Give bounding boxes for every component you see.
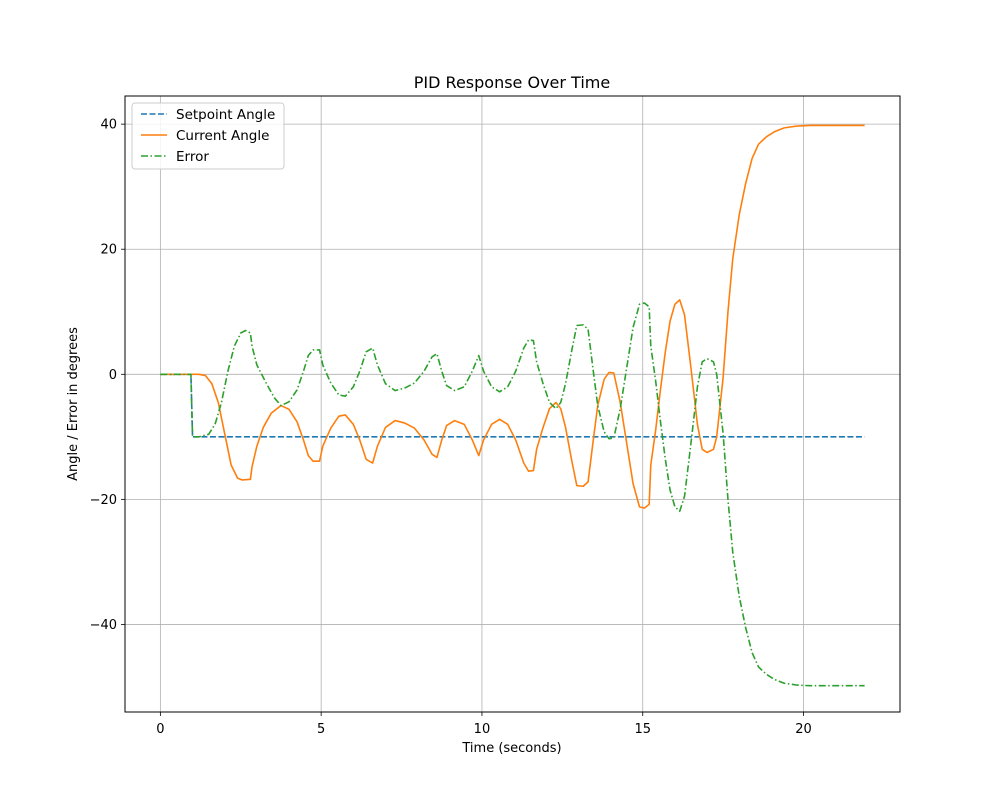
x-tick-label: 10: [474, 722, 491, 737]
legend-label-setpoint: Setpoint Angle: [176, 107, 275, 123]
x-tick-label: 20: [795, 722, 812, 737]
y-tick-label: 0: [109, 368, 117, 383]
y-tick-label: 40: [100, 118, 117, 133]
x-tick-label: 15: [634, 722, 651, 737]
chart-title: PID Response Over Time: [414, 73, 610, 92]
setpoint-angle-line: [160, 373, 865, 438]
current-angle-line: [160, 124, 865, 509]
y-axis-label: Angle / Error in degrees: [66, 327, 81, 481]
y-tick-label: −20: [90, 493, 117, 508]
grid: [125, 96, 900, 712]
plot-frame: [124, 95, 901, 713]
x-tick-label: 5: [317, 722, 325, 737]
x-axis-label: Time (seconds): [461, 741, 561, 756]
axis-ticks: 0 5 10 15 20 −40 −20 0 20 40: [90, 118, 812, 737]
x-tick-label: 0: [156, 722, 164, 737]
legend-label-current: Current Angle: [176, 128, 269, 144]
legend-label-error: Error: [176, 149, 209, 165]
y-tick-label: −40: [90, 618, 117, 633]
y-tick-label: 20: [100, 243, 117, 258]
legend-box: [131, 102, 285, 170]
plot-lines: [160, 124, 865, 687]
legend: Setpoint Angle Current Angle Error: [131, 102, 285, 170]
error-line: [160, 302, 865, 687]
